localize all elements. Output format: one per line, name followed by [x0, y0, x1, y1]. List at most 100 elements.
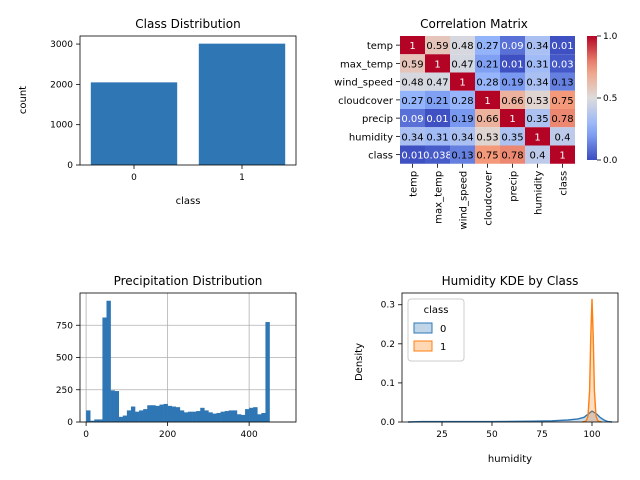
heatmap-annotation: 0.53: [476, 132, 498, 143]
heatmap-cell: [400, 36, 425, 55]
legend-label-class-0: 0: [440, 324, 446, 335]
heatmap-annotation: 0.59: [401, 59, 423, 70]
heatmap-cell: [525, 145, 550, 164]
heatmap-annotation: 0.35: [501, 132, 523, 143]
heatmap-annotation: 0.28: [451, 96, 473, 107]
y-tick-label: 750: [56, 321, 73, 331]
heatmap-cell: [425, 72, 450, 91]
x-tick-label: 100: [583, 430, 600, 440]
heatmap-cell: [400, 54, 425, 73]
class-bar-0: [90, 82, 178, 165]
histogram-bar: [167, 405, 172, 422]
legend-title: class: [424, 305, 449, 316]
heatmap-row-label: max_temp: [340, 59, 393, 70]
heatmap-annotation: 0.78: [551, 114, 573, 125]
heatmap-annotation: 0.75: [551, 96, 573, 107]
heatmap-annotation: 0.75: [476, 151, 498, 162]
x-tick-label: 0: [131, 173, 137, 183]
kde-line-class-1: [581, 298, 603, 423]
heatmap-cell: [525, 90, 550, 109]
correlation-matrix-chart: Correlation Matrix 1 0.59 0.48 0.27 0.09 0.34…: [334, 17, 617, 230]
x-tick-label: 400: [241, 430, 258, 440]
heatmap-cell: [475, 109, 500, 128]
heatmap-annotation: 0.21: [476, 59, 498, 70]
histogram-bar: [98, 419, 103, 422]
heatmap-row-label: temp: [367, 41, 393, 52]
heatmap-cell: [500, 90, 525, 109]
heatmap-cell: [400, 127, 425, 146]
histogram-bar: [220, 411, 225, 422]
histogram-bar: [135, 411, 140, 422]
heatmap-cell: [400, 109, 425, 128]
heatmap-row-label: class: [368, 151, 393, 162]
heatmap-annotation: 0.01: [426, 114, 448, 125]
x-tick-label: 25: [436, 430, 447, 440]
plot-frame: [79, 292, 297, 423]
heatmap-row-label: precip: [362, 114, 393, 125]
heatmap-annotation: 0.47: [451, 59, 473, 70]
y-tick-label: 250: [56, 386, 73, 396]
heatmap-cell: [425, 90, 450, 109]
heatmap-cell: [475, 127, 500, 146]
heatmap-annotation: 0.34: [451, 132, 473, 143]
heatmap-annotation: 0.21: [426, 96, 448, 107]
heatmap-annotation: 0.34: [526, 78, 548, 89]
histogram-bar: [196, 411, 201, 422]
plot-frame: [401, 292, 619, 423]
precipitation-distribution-title: Precipitation Distribution: [114, 274, 263, 288]
histogram-bar: [110, 390, 115, 422]
heatmap-annotation: 0.03: [551, 59, 573, 70]
heatmap-annotation: 1: [534, 132, 540, 143]
legend-box: [407, 298, 465, 362]
y-tick-label: 0.0: [381, 418, 396, 428]
heatmap-annotation: 0.59: [426, 41, 448, 52]
heatmap-annotation: 1: [509, 114, 515, 125]
histogram-bar: [240, 414, 246, 422]
legend-label-class-1: 1: [440, 342, 446, 353]
heatmap-cell: [500, 54, 525, 73]
heatmap-cell: [450, 54, 475, 73]
y-tick-label: 0.2: [381, 340, 395, 350]
histogram-bar: [139, 410, 144, 422]
heatmap-cell: [500, 72, 525, 91]
histogram-bar: [261, 412, 266, 422]
heatmap-annotation: 0.27: [401, 96, 423, 107]
histogram-bar: [155, 405, 160, 422]
heatmap-annotation: 0.09: [401, 114, 423, 125]
kde-area-class-0: [408, 411, 612, 422]
heatmap-cell: [500, 145, 525, 164]
histogram-bar: [90, 420, 95, 422]
heatmap-cell: [450, 72, 475, 91]
heatmap-annotation: 0.038: [423, 151, 452, 162]
x-tick-label: 50: [486, 430, 498, 440]
kde-area-class-1: [582, 298, 602, 422]
class-bar-1: [198, 43, 286, 165]
histogram-bar: [130, 406, 136, 422]
heatmap-col-label: precip: [509, 171, 520, 202]
heatmap-annotation: 0.13: [451, 151, 473, 162]
heatmap-cell: [450, 145, 475, 164]
heatmap-cell: [450, 127, 475, 146]
histogram-bar: [232, 410, 238, 422]
class-distribution-ylabel: count: [18, 86, 29, 114]
correlation-matrix-title: Correlation Matrix: [420, 17, 528, 31]
heatmap-cell: [525, 72, 550, 91]
heatmap-annotation: 0.27: [476, 41, 498, 52]
heatmap-cell: [400, 72, 425, 91]
histogram-bar: [179, 410, 185, 422]
legend: class 0 1: [407, 298, 465, 362]
heatmap-annotation: 1: [459, 78, 465, 89]
heatmap-row-label: wind_speed: [334, 78, 393, 89]
class-distribution-title: Class Distribution: [135, 17, 240, 31]
heatmap-annotation: 0.34: [401, 132, 423, 143]
heatmap-cell: [450, 90, 475, 109]
heatmap-annotation: 0.78: [501, 151, 523, 162]
y-tick-label: 1000: [50, 121, 73, 131]
legend-swatch-class-0: [413, 322, 433, 334]
heatmap-cell: [550, 127, 575, 146]
heatmap-cell: [400, 145, 425, 164]
histogram-bar: [249, 407, 254, 422]
heatmap-cell: [425, 36, 450, 55]
heatmap-cell: [425, 127, 450, 146]
histogram-bar: [224, 411, 230, 422]
